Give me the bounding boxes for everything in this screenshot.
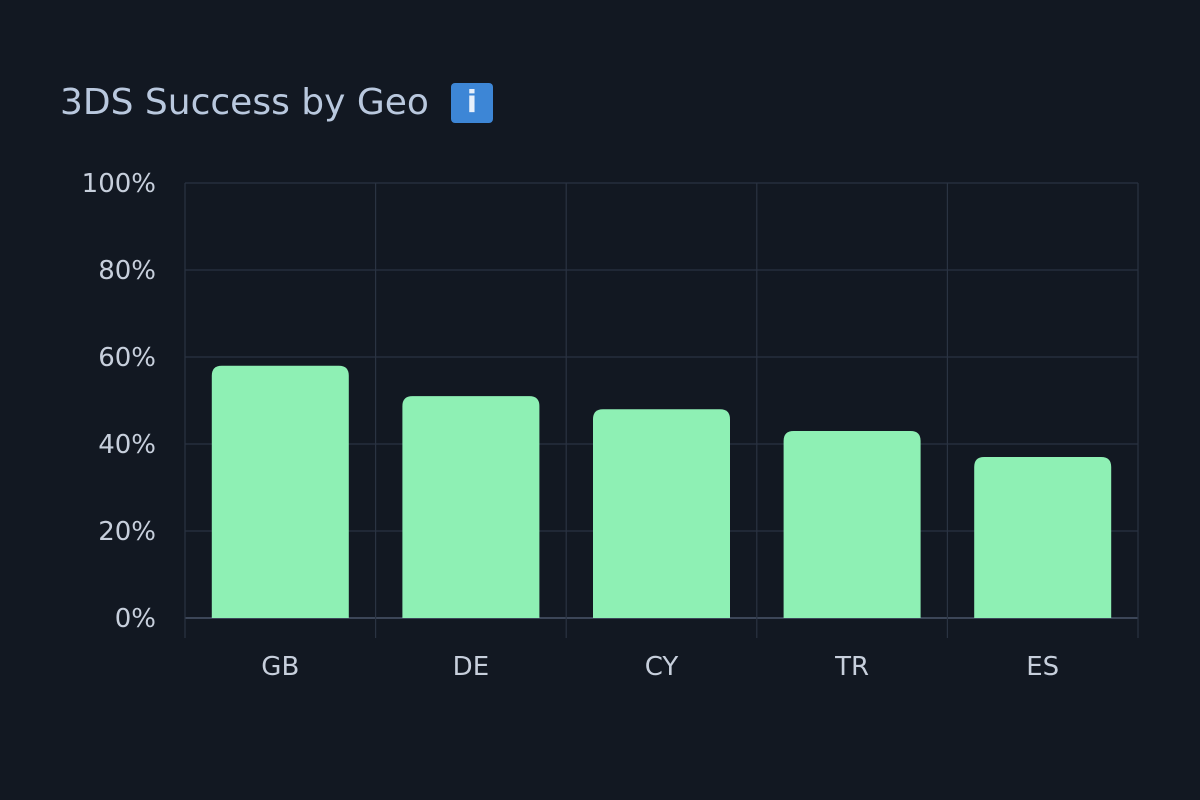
y-tick-label: 100%: [82, 169, 156, 199]
y-tick-label: 80%: [98, 256, 156, 286]
bar-de: [402, 396, 540, 618]
y-tick-label: 20%: [98, 517, 156, 547]
y-tick-label: 40%: [98, 430, 156, 460]
bar-gb: [211, 365, 349, 618]
bar-es: [974, 457, 1112, 618]
x-tick-label: GB: [261, 652, 299, 682]
info-icon[interactable]: i: [450, 82, 493, 123]
x-tick-label: CY: [645, 652, 679, 682]
chart-title-row: 3DS Success by Geo i: [60, 82, 493, 123]
y-tick-label: 0%: [115, 604, 156, 634]
x-tick-label: ES: [1026, 652, 1059, 682]
bar-cy: [593, 409, 730, 618]
y-tick-label: 60%: [98, 343, 156, 373]
bar-tr: [783, 430, 921, 618]
x-tick-label: TR: [834, 652, 869, 682]
x-tick-label: DE: [453, 652, 489, 682]
chart-title: 3DS Success by Geo: [60, 82, 429, 123]
